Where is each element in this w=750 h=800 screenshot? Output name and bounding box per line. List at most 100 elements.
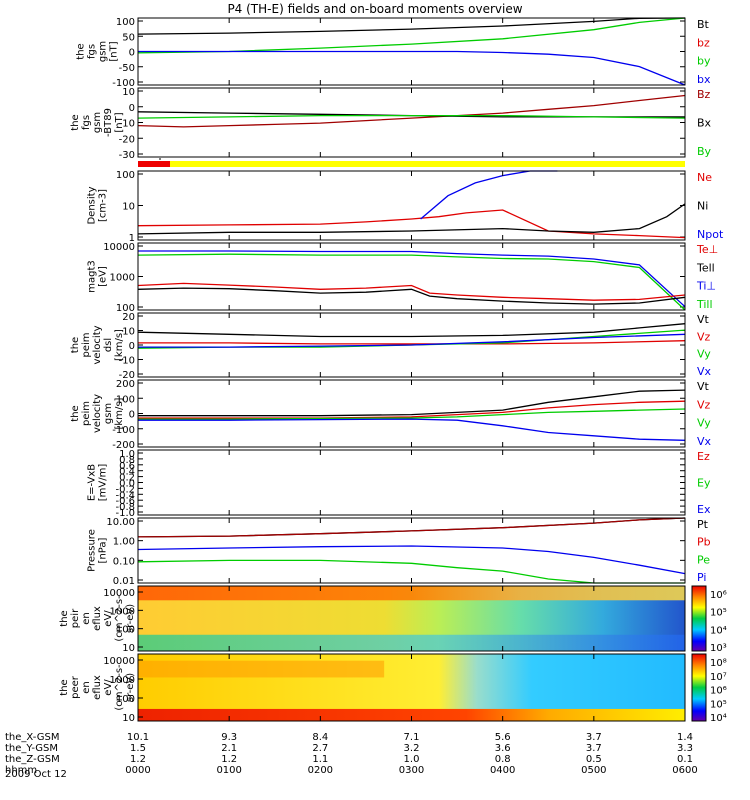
y-axis-label: [nPa] — [98, 537, 109, 563]
y-tick-label: 0.10 — [113, 556, 135, 567]
orbit-value: 1.2 — [130, 754, 146, 765]
legend-label: Te⊥ — [696, 243, 718, 256]
legend-label: Tell — [696, 261, 715, 274]
y-axis-label: the — [76, 43, 87, 59]
y-tick-label: 1000 — [110, 675, 135, 686]
legend-label: Bz — [697, 88, 711, 101]
y-axis-label: en — [81, 681, 92, 694]
orbit-value: 0.8 — [495, 754, 511, 765]
y-axis-label: magt3 — [87, 260, 98, 293]
legend-label: Ez — [697, 450, 710, 463]
y-tick-label: 50 — [122, 32, 135, 43]
y-tick-label: 1000 — [110, 606, 135, 617]
y-tick-label: 100 — [116, 170, 135, 181]
y-tick-label: 0 — [129, 48, 135, 59]
spectrogram-low-energy — [138, 634, 685, 651]
orbit-value: 0600 — [672, 765, 697, 776]
y-tick-label: -1.0 — [115, 508, 135, 519]
y-tick-label: -100 — [112, 425, 135, 436]
series-line-1 — [137, 253, 686, 311]
y-axis-label: gsm — [92, 112, 103, 133]
y-tick-label: 10 — [122, 643, 135, 654]
orbit-value: 2.7 — [312, 743, 328, 754]
orbit-value: 3.2 — [404, 743, 420, 754]
y-axis-label: peim — [81, 332, 92, 357]
colorbar — [691, 585, 707, 652]
legend-label: Ni — [697, 200, 708, 213]
legend-label: Vt — [697, 313, 710, 326]
y-tick-label: 10000 — [103, 588, 135, 599]
y-axis-label: eV/ — [103, 610, 114, 627]
panel-pressure — [137, 517, 686, 584]
series-line-0 — [137, 17, 686, 35]
spectrogram-band — [138, 660, 385, 678]
y-axis-label: peer — [70, 675, 81, 699]
y-tick-label: -30 — [119, 150, 135, 161]
series-line-1 — [137, 517, 686, 538]
y-axis-label: [km/s] — [114, 329, 125, 361]
orbit-value: 1.4 — [677, 732, 693, 743]
panel-fgs_gse_mag — [137, 17, 686, 86]
legend-label: Ey — [697, 477, 711, 490]
legend-label: Vy — [697, 417, 711, 430]
y-axis-label: the — [70, 405, 81, 421]
colorbar-tick-label: 10⁴ — [710, 713, 727, 724]
y-axis-label: peir — [70, 608, 81, 628]
orbit-value: 9.3 — [221, 732, 237, 743]
y-axis-label: (cm^2-s- — [114, 595, 125, 642]
y-tick-label: 100 — [116, 625, 135, 636]
legend-label: By — [697, 145, 712, 158]
y-tick-label: 10000 — [103, 656, 135, 667]
y-tick-label: 10.00 — [106, 517, 135, 528]
orbit-value: 0.1 — [677, 754, 693, 765]
plot-frame — [137, 517, 686, 584]
y-axis-label: sr-eV) — [125, 604, 136, 633]
y-tick-label: 0 — [129, 103, 135, 114]
y-tick-label: -10 — [119, 356, 135, 367]
orbit-row-label: the_X-GSM — [5, 732, 59, 743]
y-axis-label: [cm-3] — [98, 189, 109, 222]
colorbar — [691, 653, 707, 722]
legend-label: Bt — [697, 18, 710, 31]
orbit-value: 3.7 — [586, 732, 602, 743]
y-axis-label: [mV/m] — [98, 464, 109, 502]
colorbar-tick-label: 10⁴ — [710, 625, 727, 636]
mode-flag-fast — [138, 161, 170, 167]
plot-frame — [137, 87, 686, 158]
y-tick-label: 100 — [116, 17, 135, 28]
y-tick-label: 0.6 — [119, 461, 135, 472]
orbit-value: 1.5 — [130, 743, 146, 754]
series-line-1 — [138, 340, 686, 345]
legend-label: Vx — [697, 365, 712, 378]
legend-label: bx — [697, 73, 711, 86]
mode-flag-bar — [138, 161, 685, 167]
y-axis-label: gsm — [103, 403, 114, 424]
chart-title: P4 (TH-E) fields and on-board moments ov… — [227, 2, 522, 16]
y-axis-label: eflux — [92, 606, 103, 631]
y-tick-label: 0.8 — [119, 455, 135, 466]
series-line-0 — [137, 94, 686, 128]
y-axis-label: eV/ — [103, 679, 114, 696]
colorbar-tick-label: 10⁷ — [710, 672, 727, 683]
y-tick-label: 1000 — [110, 273, 135, 284]
y-tick-label: 0.4 — [119, 467, 135, 478]
y-axis-label: the — [59, 610, 70, 626]
legend-label: Vy — [697, 348, 711, 361]
y-axis-label: dsl — [103, 338, 114, 352]
orbit-row-label: the_Z-GSM — [5, 754, 60, 765]
y-tick-label: 0.01 — [113, 576, 135, 587]
y-tick-label: 0 — [129, 410, 135, 421]
legend-label: Vt — [697, 380, 710, 393]
y-tick-label: -0.4 — [115, 490, 135, 501]
panel-temperature — [137, 242, 686, 311]
y-axis-label: (cm^2-s- — [114, 664, 125, 711]
series-line-0 — [138, 250, 686, 308]
series-line-3 — [138, 418, 686, 441]
legend-label: Ne — [697, 171, 712, 184]
orbit-value: 3.6 — [495, 743, 511, 754]
orbit-value: 7.1 — [404, 732, 420, 743]
series-line-2 — [420, 170, 558, 220]
orbit-row-label: hhmm — [5, 765, 37, 776]
y-axis-label: en — [81, 612, 92, 625]
